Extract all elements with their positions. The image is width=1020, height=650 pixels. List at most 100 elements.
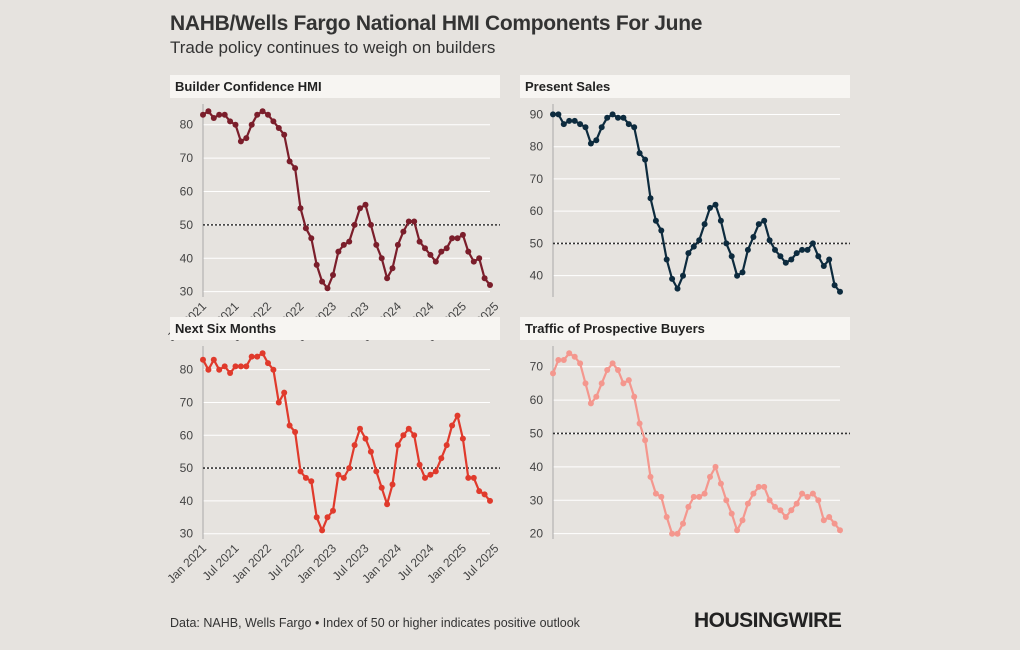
data-point [443, 442, 450, 449]
data-point [620, 114, 627, 121]
data-point [400, 228, 407, 235]
data-point [636, 420, 643, 427]
data-point [362, 201, 369, 208]
data-point [281, 389, 288, 396]
data-point [221, 111, 228, 118]
data-point [837, 527, 843, 534]
data-point [587, 400, 594, 407]
data-point [243, 363, 250, 370]
data-point [389, 265, 396, 272]
data-point [826, 514, 833, 520]
data-point [815, 253, 822, 260]
data-point [582, 124, 589, 131]
data-point [669, 275, 676, 282]
data-point [259, 108, 266, 115]
data-point [593, 137, 600, 144]
data-point [647, 195, 654, 202]
data-point [459, 231, 466, 238]
data-point [297, 468, 304, 475]
data-point [560, 357, 567, 363]
data-point [405, 218, 412, 225]
data-point [701, 490, 708, 497]
data-point [227, 370, 234, 376]
housingwire-logo: HOUSINGWIRE [694, 609, 842, 632]
data-point [384, 275, 391, 282]
data-point [658, 227, 665, 234]
data-point [216, 111, 223, 118]
panel-header-bar [170, 317, 500, 340]
data-point [663, 256, 670, 263]
data-point [707, 473, 713, 480]
data-point [761, 483, 768, 490]
data-point [555, 357, 562, 363]
y-tick-label: 50 [180, 461, 194, 475]
data-point [723, 240, 730, 247]
data-point [717, 217, 724, 224]
y-tick-label: 80 [180, 363, 194, 377]
panel-1: Builder Confidence HMI304050607080Jan 20… [164, 75, 502, 344]
data-point [739, 269, 746, 276]
data-point [663, 514, 670, 520]
data-point [820, 517, 827, 524]
data-point [378, 484, 385, 491]
data-point [831, 520, 838, 527]
data-point [243, 135, 250, 142]
data-point [254, 111, 261, 118]
y-tick-label: 40 [180, 251, 194, 265]
data-point [566, 117, 573, 124]
data-point [449, 235, 456, 242]
data-point [809, 240, 816, 247]
data-point [652, 217, 659, 224]
data-point [631, 393, 638, 400]
data-point [265, 111, 271, 118]
y-tick-label: 50 [530, 236, 544, 250]
data-point [685, 503, 692, 510]
y-tick-label: 70 [180, 151, 194, 165]
data-point [378, 255, 385, 262]
data-point [227, 118, 234, 125]
data-point [351, 221, 358, 228]
data-point [766, 497, 773, 504]
data-point [210, 115, 217, 121]
data-point [615, 367, 621, 373]
chart-title: NAHB/Wells Fargo National HMI Components… [170, 12, 703, 35]
data-point [416, 238, 423, 245]
data-point [744, 246, 751, 253]
y-tick-label: 70 [180, 395, 194, 409]
data-point [389, 481, 396, 488]
data-point [340, 241, 347, 248]
data-point [577, 121, 584, 128]
y-tick-label: 30 [180, 285, 194, 299]
data-point [438, 455, 445, 462]
x-tick-label: Jan 2021 [164, 541, 209, 586]
data-point [432, 468, 439, 475]
data-point [717, 480, 724, 487]
y-tick-label: 60 [180, 428, 194, 442]
data-point [550, 370, 556, 377]
data-point [707, 204, 713, 211]
data-point [351, 442, 358, 449]
data-point [443, 245, 450, 252]
data-point [598, 124, 605, 131]
data-point [560, 121, 567, 128]
data-point [631, 124, 638, 131]
data-point [454, 412, 461, 419]
data-point [755, 221, 762, 228]
data-point [465, 248, 472, 255]
data-point [481, 275, 488, 282]
data-point [642, 156, 649, 163]
data-point [200, 111, 206, 118]
data-point [270, 118, 277, 125]
data-point [609, 360, 616, 367]
data-point [685, 250, 692, 257]
data-point [587, 140, 594, 147]
data-point [340, 474, 347, 481]
data-point [237, 138, 244, 145]
y-tick-label: 50 [180, 218, 194, 232]
data-point [487, 282, 493, 288]
data-point [302, 474, 309, 481]
data-point [593, 393, 600, 400]
data-point [324, 514, 331, 521]
data-point [701, 221, 708, 228]
